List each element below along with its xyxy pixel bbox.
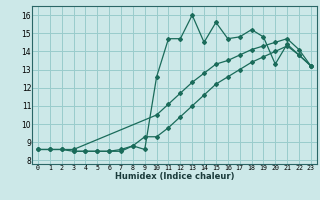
X-axis label: Humidex (Indice chaleur): Humidex (Indice chaleur) [115, 172, 234, 181]
